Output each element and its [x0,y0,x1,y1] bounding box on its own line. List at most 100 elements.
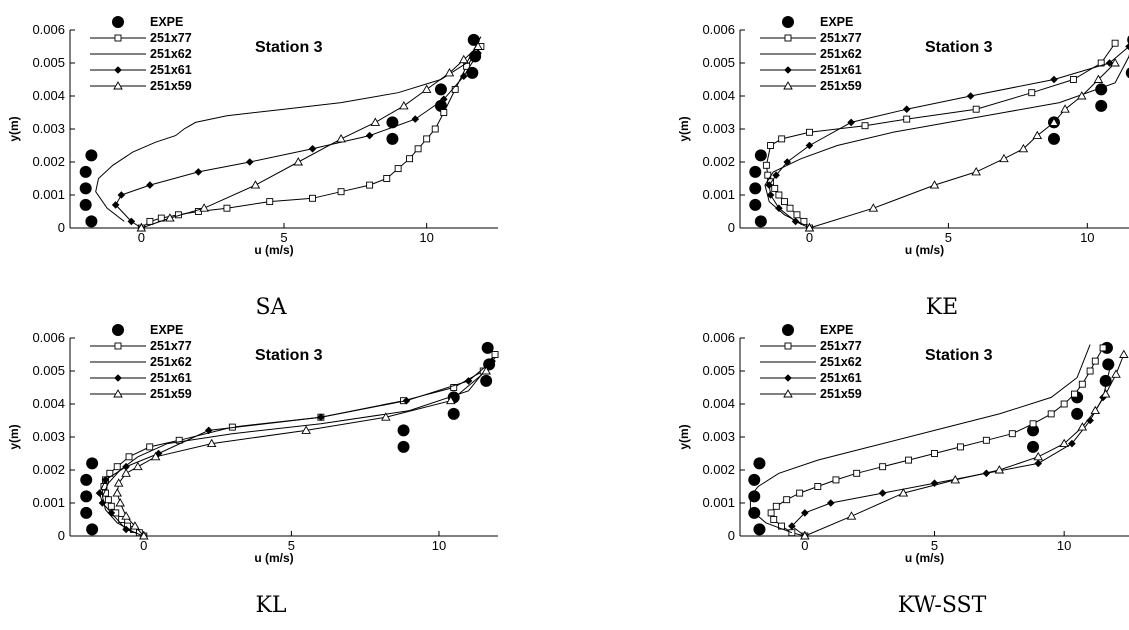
legend-item-251x61: 251x61 [90,371,192,385]
data-point-251x61 [806,142,814,150]
data-point-251x59 [337,135,345,142]
x-axis-label: u (m/s) [905,551,944,565]
data-point-251x61 [1034,460,1042,468]
data-point-251x77 [787,205,793,211]
panel-caption-kw-sst: KW-SST [898,593,987,618]
legend-label: 251x59 [150,387,192,401]
panel-caption-kl: KL [255,593,286,618]
panel-caption-ke: KE [926,295,959,320]
data-point-251x77 [772,185,778,191]
legend-marker-251x61 [784,66,792,74]
data-point-expe [749,182,761,194]
legend-marker-251x77 [785,35,791,41]
data-point-251x61 [205,427,213,435]
data-point-251x59 [122,469,130,476]
legend-item-251x77: 251x77 [90,339,192,353]
legend-label: 251x62 [150,355,192,369]
legend-label: 251x59 [820,79,862,93]
data-point-251x77 [1087,368,1093,374]
data-point-251x77 [1029,90,1035,96]
y-axis-label: y(m) [677,116,691,141]
data-point-251x59 [1102,390,1110,397]
data-point-expe [86,523,98,535]
x-tick-label: 0 [140,538,147,553]
data-point-expe [753,457,765,469]
data-point-251x59 [1120,351,1128,358]
data-point-251x77 [932,451,938,457]
data-point-251x77 [833,477,839,483]
y-tick-label: 0 [728,220,735,235]
y-tick-label: 0.001 [702,495,735,510]
data-point-expe [1027,441,1039,453]
chart-title: Station 3 [255,39,323,56]
data-point-251x61 [118,191,126,199]
data-point-251x77 [973,106,979,112]
data-point-251x77 [267,199,273,205]
y-tick-label: 0.004 [702,396,735,411]
data-point-251x77 [794,212,800,218]
legend-label: EXPE [150,323,183,337]
series-line-251x62 [750,345,1090,533]
data-point-251x59 [1112,370,1120,377]
legend-label: 251x62 [150,47,192,61]
legend-label: EXPE [150,15,183,29]
data-point-251x77 [1092,358,1098,364]
legend-item-251x59: 251x59 [90,79,192,93]
data-point-expe [386,116,398,128]
legend-item-251x61: 251x61 [90,63,192,77]
series-expe [80,342,495,536]
data-point-251x77 [1072,391,1078,397]
y-tick-label: 0.006 [702,22,735,37]
data-point-251x61 [366,132,374,140]
data-point-expe [80,182,92,194]
y-tick-label: 0.002 [702,154,735,169]
legend-marker-251x61 [114,374,122,382]
data-point-expe [749,166,761,178]
data-point-251x77 [338,189,344,195]
series-251x62 [750,345,1090,533]
series-251x77 [763,40,1118,231]
data-point-251x77 [432,126,438,132]
legend-label: 251x59 [150,79,192,93]
data-point-251x77 [114,464,120,470]
legend-marker-expe [782,16,794,28]
data-point-251x77 [384,176,390,182]
data-point-251x61 [309,145,317,153]
data-point-251x61 [967,92,975,100]
data-point-expe [80,507,92,519]
data-point-251x77 [806,129,812,135]
data-point-251x59 [1033,132,1041,139]
series-expe [80,34,481,228]
data-point-251x77 [771,517,777,523]
data-point-251x61 [847,119,855,127]
data-point-251x59 [371,118,379,125]
chart-title: Station 3 [925,347,993,364]
legend-item-expe: EXPE [112,15,183,29]
y-tick-label: 0.003 [32,121,65,136]
data-point-expe [80,166,92,178]
legend-item-251x59: 251x59 [90,387,192,401]
legend-item-expe: EXPE [782,15,853,29]
x-axis-label: u (m/s) [254,551,293,565]
y-axis-label: y(m) [7,116,21,141]
data-point-expe [753,523,765,535]
data-point-251x59 [113,489,121,496]
data-point-251x77 [862,123,868,129]
data-point-251x77 [1009,431,1015,437]
legend-label: 251x62 [820,355,862,369]
data-point-251x59 [116,499,124,506]
data-point-expe [1095,100,1107,112]
y-tick-label: 0.002 [32,154,65,169]
data-point-251x77 [983,437,989,443]
legend-item-251x59: 251x59 [760,79,862,93]
x-axis-label: u (m/s) [254,243,293,257]
legend-marker-251x77 [785,343,791,349]
data-point-251x77 [776,192,782,198]
legend-marker-251x61 [114,66,122,74]
legend-label: 251x77 [820,339,862,353]
